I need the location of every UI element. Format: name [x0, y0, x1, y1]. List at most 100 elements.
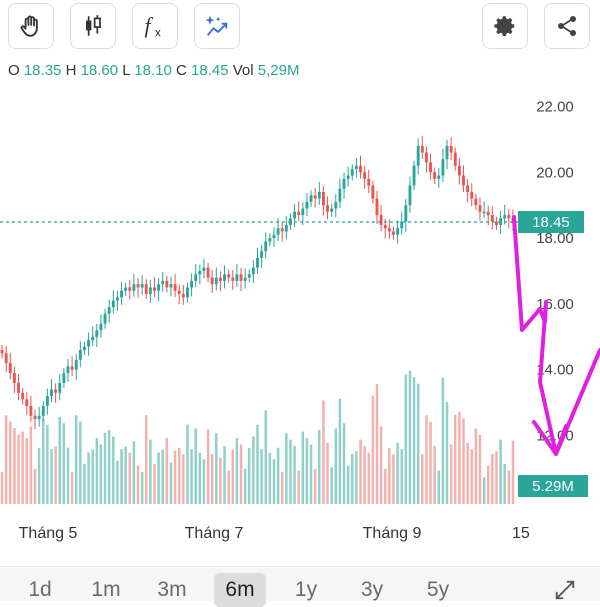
- x-tick-label: 15: [512, 525, 530, 542]
- volume-bar: [206, 429, 210, 504]
- volume-bar: [264, 410, 267, 504]
- range-tab-3m[interactable]: 3m: [157, 578, 187, 601]
- candle-body: [326, 205, 329, 212]
- volume-bar: [495, 451, 498, 504]
- volume-bar: [375, 384, 379, 504]
- candle-body: [83, 346, 86, 350]
- candle-body: [214, 277, 218, 285]
- candlestick-icon: [85, 15, 101, 36]
- volume-bar: [219, 457, 222, 504]
- volume-bar: [416, 383, 420, 504]
- volume-bar: [202, 459, 206, 504]
- candle-body: [33, 415, 37, 420]
- candle-body: [424, 152, 428, 163]
- candle-body: [95, 330, 99, 337]
- candle-body: [429, 162, 432, 173]
- y-tick-label: 22.00: [536, 98, 574, 115]
- volume-bar: [91, 449, 94, 504]
- range-tab-1m[interactable]: 1m: [91, 578, 121, 601]
- candle-body: [334, 201, 338, 209]
- open-value: 18.35: [23, 62, 62, 79]
- candle-body: [165, 280, 169, 288]
- candlestick-button[interactable]: [70, 3, 116, 49]
- candle-body: [470, 192, 474, 199]
- volume-bar: [95, 438, 99, 504]
- volume-bar: [445, 402, 449, 504]
- volume-bar: [289, 439, 292, 504]
- candle-body: [235, 274, 239, 281]
- volume-bar: [474, 428, 478, 504]
- volume-bar: [383, 468, 387, 504]
- expand-icon[interactable]: [554, 579, 576, 601]
- range-tab-3y[interactable]: 3y: [360, 578, 384, 601]
- volume-bar: [13, 428, 16, 504]
- volume-tag-bg: [518, 475, 588, 497]
- candle-body: [37, 415, 41, 420]
- candle-body: [433, 172, 437, 179]
- share-button[interactable]: [544, 3, 590, 49]
- range-tab-6m[interactable]: 6m: [214, 573, 266, 607]
- ai-button[interactable]: [194, 3, 240, 49]
- volume-bar: [388, 448, 391, 504]
- volume-bar: [330, 467, 333, 504]
- volume-bar: [367, 452, 370, 504]
- range-tab-1d[interactable]: 1d: [28, 578, 52, 601]
- volume-bar: [112, 436, 115, 504]
- candle-body: [392, 231, 395, 235]
- candle-body: [297, 211, 301, 216]
- candle-body: [420, 145, 424, 153]
- volume-bar: [25, 438, 29, 504]
- volume-bar: [491, 454, 494, 504]
- candle-body: [478, 205, 482, 212]
- volume-bar: [58, 416, 61, 504]
- volume-bar: [334, 428, 338, 504]
- open-label: O: [8, 62, 20, 79]
- volume-bar: [285, 433, 288, 504]
- toolbar: f x: [0, 0, 600, 54]
- volume-bar: [470, 449, 473, 504]
- candle-body: [132, 284, 136, 291]
- volume-bar: [21, 431, 24, 504]
- volume-bar: [132, 441, 136, 504]
- volume-bar: [425, 415, 428, 504]
- candle-body: [317, 192, 321, 199]
- range-selector: 1d 1m 3m 6m 1y 3y 5y: [0, 566, 600, 607]
- volume-bar: [210, 454, 214, 504]
- candle-body: [231, 277, 235, 281]
- candle-body: [359, 165, 362, 173]
- hand-tool-button[interactable]: [8, 3, 54, 49]
- candle-body: [474, 198, 478, 206]
- volume-bar: [231, 449, 235, 504]
- volume-bar: [243, 468, 247, 504]
- close-label: C: [175, 62, 187, 79]
- volume-bar: [301, 431, 305, 504]
- candle-body: [177, 290, 181, 295]
- candle-body: [21, 392, 25, 400]
- volume-bar: [37, 448, 41, 504]
- sparkle-icon: [205, 15, 228, 36]
- volume-bar: [458, 412, 461, 504]
- volume-bar: [297, 470, 300, 504]
- volume-bar: [0, 472, 4, 504]
- indicators-button[interactable]: f x: [132, 3, 178, 49]
- candle-body: [144, 284, 148, 295]
- candle-body: [70, 366, 74, 370]
- candle-body: [223, 274, 226, 281]
- candle-body: [206, 267, 210, 278]
- candle-body: [330, 208, 334, 212]
- candle-body: [354, 165, 358, 169]
- candle-body: [342, 178, 346, 189]
- volume-bar: [256, 424, 259, 504]
- volume-bar: [272, 459, 276, 504]
- candle-body: [103, 313, 107, 324]
- volume-bar: [33, 468, 37, 504]
- volume-bar: [322, 400, 325, 504]
- candle-body: [441, 159, 445, 176]
- range-tab-1y[interactable]: 1y: [294, 578, 318, 601]
- candle-body: [58, 382, 62, 393]
- settings-button[interactable]: [482, 3, 528, 49]
- range-tab-5y[interactable]: 5y: [426, 578, 450, 601]
- candle-body: [0, 349, 4, 354]
- volume-bar: [62, 423, 66, 504]
